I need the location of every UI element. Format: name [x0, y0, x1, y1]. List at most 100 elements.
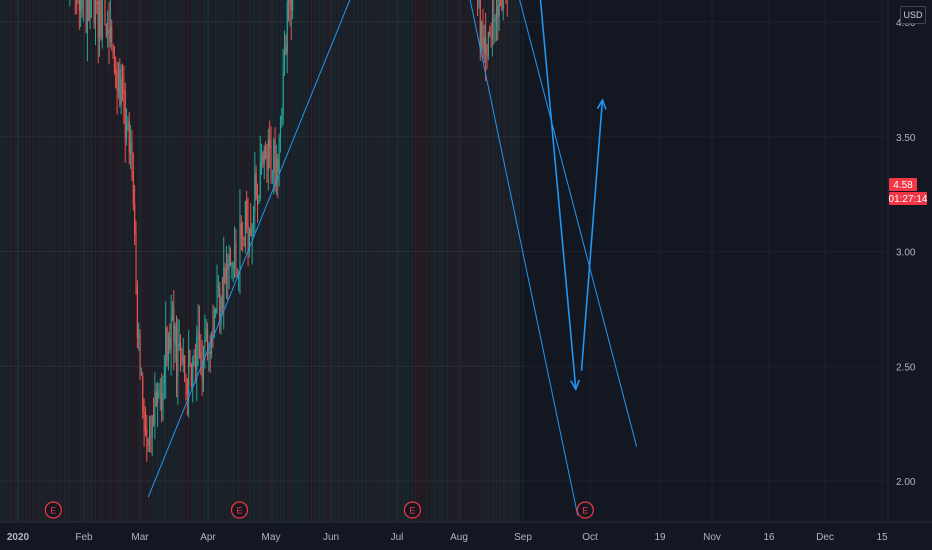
candle-body [196, 337, 198, 370]
trendline[interactable] [147, 0, 462, 498]
candle-body [86, 0, 88, 35]
x-tick-label: Apr [200, 532, 216, 543]
candle-body [149, 433, 151, 445]
candle-body [81, 0, 83, 6]
candle-body [247, 224, 249, 253]
candle-body [489, 32, 491, 34]
candle-body [289, 0, 291, 3]
earnings-icon[interactable] [44, 501, 62, 519]
candle-body [277, 159, 279, 173]
candle-body [174, 325, 176, 346]
candle-body [481, 22, 483, 49]
earnings-label: E [50, 506, 56, 516]
candle-body [108, 29, 110, 43]
candle-body [170, 316, 172, 352]
candle-body [235, 240, 237, 266]
candle-body [180, 343, 182, 352]
candle-body [208, 351, 210, 355]
candle-body [165, 328, 167, 367]
x-tick-label: May [262, 532, 281, 543]
earnings-marker[interactable]: E [576, 501, 594, 519]
earnings-marker[interactable]: E [403, 501, 421, 519]
candle-body [479, 0, 481, 51]
earnings-icon[interactable] [403, 501, 421, 519]
candle-body [273, 141, 275, 173]
candle-body [212, 328, 214, 333]
candle-body [80, 0, 82, 11]
earnings-icon[interactable] [230, 501, 249, 519]
candle-body [278, 138, 280, 172]
earnings-marker[interactable]: E [230, 501, 249, 519]
candle-body [130, 142, 132, 155]
candle-body [143, 411, 145, 430]
forecast-arrow-head[interactable] [596, 98, 607, 110]
candle-body [177, 344, 179, 378]
trendline[interactable] [414, 0, 638, 447]
candle-body [97, 1, 99, 39]
earnings-marker[interactable]: E [44, 501, 62, 519]
candle-body [104, 0, 106, 22]
trendline[interactable] [393, 0, 579, 516]
candle-body [262, 152, 264, 165]
candle-body [99, 0, 101, 37]
candle-body [258, 199, 260, 204]
candle-body [132, 171, 134, 204]
candle-body [117, 70, 120, 93]
candle-body [189, 349, 191, 365]
candle-body [171, 306, 174, 320]
candle-body [194, 353, 196, 370]
candle-body [220, 298, 222, 325]
candle-body [477, 0, 479, 3]
candle-body [252, 215, 255, 224]
candle-body [139, 336, 141, 374]
forecast-arrow-head[interactable] [569, 379, 581, 392]
candle-body [211, 332, 213, 354]
x-tick-label: Nov [703, 532, 721, 543]
candle-body [144, 427, 147, 433]
candle-body [279, 122, 282, 136]
candle-body [207, 330, 209, 354]
candle-body [223, 267, 225, 307]
candle-body [111, 26, 113, 43]
forecast-arrow[interactable] [580, 99, 604, 371]
x-tick-label: 15 [876, 532, 888, 543]
candle-body [501, 0, 503, 11]
forecast-arrow[interactable] [528, 0, 577, 390]
candles-layer [69, 0, 508, 462]
drawings-layer[interactable] [147, 0, 638, 516]
candle-body [122, 76, 124, 92]
candle-body [89, 0, 91, 20]
candle-body [240, 224, 242, 239]
candle-body [292, 0, 294, 12]
candle-body [225, 260, 228, 281]
candle-body [215, 308, 217, 314]
candle-body [95, 1, 97, 21]
candle-body [242, 237, 244, 240]
candle-body [150, 435, 152, 437]
candle-body [197, 332, 199, 339]
candle-body [267, 139, 269, 169]
candle-body [109, 27, 111, 42]
candle-body [269, 139, 271, 148]
candle-body [113, 59, 115, 72]
candle-body [120, 78, 122, 106]
x-tick-label: Feb [75, 532, 93, 543]
candle-body [257, 199, 259, 201]
time-axis[interactable]: 2020 Feb Mar Apr May Jun Jul Aug Sep Oct 19 Nov 16 De… [0, 521, 932, 543]
currency-button[interactable]: USD [900, 6, 926, 24]
candle-body [270, 145, 272, 179]
candle-body [286, 1, 288, 54]
candle-body [167, 335, 169, 362]
candle-body [140, 374, 142, 376]
candle-body [161, 392, 163, 410]
candle-body [251, 224, 253, 236]
future-region [522, 0, 886, 522]
candle-body [105, 24, 107, 37]
earnings-icon[interactable] [576, 501, 594, 519]
candle-body [151, 415, 153, 438]
candle-body [181, 350, 183, 362]
candle-body [483, 37, 485, 53]
